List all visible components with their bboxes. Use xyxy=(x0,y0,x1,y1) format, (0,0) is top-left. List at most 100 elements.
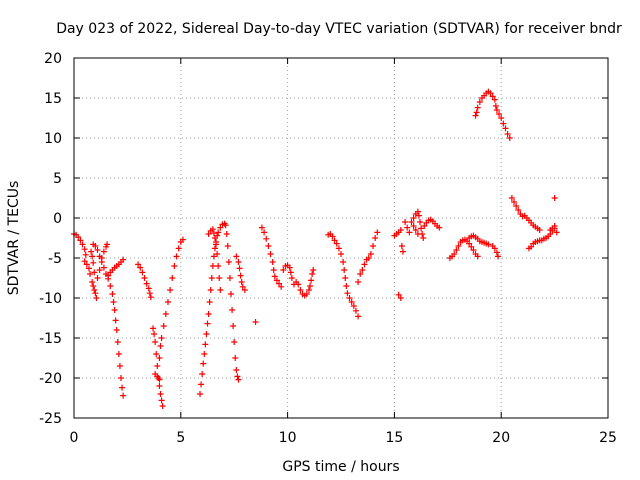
y-axis-label: SDTVAR / TECUs xyxy=(6,181,22,296)
data-point-marker xyxy=(410,223,417,229)
data-point-marker xyxy=(265,243,272,249)
data-point-marker xyxy=(494,253,501,260)
data-point-marker xyxy=(341,267,348,273)
data-point-marker xyxy=(83,261,90,268)
data-point-marker xyxy=(201,351,208,357)
data-point-marker xyxy=(92,243,99,249)
data-point-marker xyxy=(287,269,294,276)
data-point-marker xyxy=(200,360,207,367)
data-point-marker xyxy=(474,253,481,260)
data-point-marker xyxy=(263,235,270,242)
data-point-marker xyxy=(286,264,293,271)
data-point-marker xyxy=(211,245,218,252)
data-point-marker xyxy=(346,295,353,301)
x-tick-label: 0 xyxy=(70,430,79,446)
data-point-marker xyxy=(82,251,89,258)
data-point-marker xyxy=(199,371,206,377)
data-point-marker xyxy=(397,227,404,233)
data-point-marker xyxy=(145,285,152,292)
plot-frame xyxy=(73,57,609,419)
data-point-marker xyxy=(113,327,120,333)
y-tick-label: -20 xyxy=(39,371,62,387)
data-point-marker xyxy=(153,351,160,357)
data-point-marker xyxy=(116,363,123,369)
data-point-marker xyxy=(226,275,233,281)
chart-title: Day 023 of 2022, Sidereal Day-to-day VTE… xyxy=(56,21,622,37)
data-point-marker xyxy=(370,243,377,249)
data-point-marker xyxy=(91,269,98,276)
data-point-marker xyxy=(506,135,513,141)
data-point-marker xyxy=(273,277,280,284)
grid-lines xyxy=(74,58,608,418)
data-point-marker xyxy=(210,253,217,260)
data-point-marker xyxy=(105,272,112,279)
data-point-marker xyxy=(164,299,171,305)
data-point-marker xyxy=(498,115,505,121)
data-point-marker xyxy=(350,303,357,309)
data-point-marker xyxy=(502,125,509,132)
data-point-marker xyxy=(303,291,310,297)
y-tick-label: 15 xyxy=(44,91,62,107)
data-point-marker xyxy=(79,241,86,248)
data-point-marker xyxy=(513,203,520,209)
data-point-marker xyxy=(338,251,344,257)
data-point-marker xyxy=(92,290,99,297)
data-point-marker xyxy=(493,249,500,256)
data-point-marker xyxy=(420,235,427,241)
data-point-marker xyxy=(355,279,362,285)
data-point-marker xyxy=(141,275,148,281)
data-point-marker xyxy=(276,280,283,287)
data-point-marker xyxy=(162,311,169,317)
data-point-marker xyxy=(202,341,209,348)
data-point-marker xyxy=(89,253,96,260)
data-point-marker xyxy=(229,307,236,313)
data-point-marker xyxy=(261,229,268,236)
y-tick-label: 10 xyxy=(44,131,62,147)
data-point-marker xyxy=(414,208,421,215)
data-point-marker xyxy=(496,111,503,117)
data-point-marker xyxy=(173,253,180,260)
data-point-marker xyxy=(232,355,239,361)
x-tick-label: 25 xyxy=(599,430,617,446)
data-point-marker xyxy=(91,287,98,293)
data-point-marker xyxy=(213,241,220,248)
data-point-marker xyxy=(511,199,518,205)
data-point-marker xyxy=(305,287,312,293)
data-point-marker xyxy=(156,355,163,361)
data-point-marker xyxy=(107,283,114,289)
x-tick-label: 15 xyxy=(385,430,403,446)
data-point-marker xyxy=(152,339,159,345)
data-point-marker xyxy=(222,222,229,229)
y-tick-label: 5 xyxy=(53,171,62,187)
data-point-marker xyxy=(159,403,166,409)
data-point-marker xyxy=(278,283,285,290)
y-tick-label: -25 xyxy=(39,411,62,427)
data-point-marker xyxy=(160,323,167,329)
data-point-marker xyxy=(451,251,458,257)
data-point-marker xyxy=(114,339,121,345)
data-point-marker xyxy=(137,264,144,271)
data-point-marker xyxy=(372,235,379,241)
data-point-marker xyxy=(98,255,105,261)
data-point-marker xyxy=(331,237,338,244)
data-point-marker xyxy=(365,255,372,261)
data-point-marker xyxy=(410,215,417,221)
data-point-marker xyxy=(171,263,178,269)
data-point-marker xyxy=(309,271,316,277)
data-point-marker xyxy=(198,381,205,388)
data-point-marker xyxy=(81,258,88,265)
x-tick-label: 10 xyxy=(279,430,297,446)
data-point-marker xyxy=(415,212,422,219)
data-point-marker xyxy=(474,104,481,111)
data-point-marker xyxy=(361,261,368,268)
data-point-marker xyxy=(179,236,186,243)
data-point-marker xyxy=(417,219,424,225)
data-point-marker xyxy=(94,275,101,281)
data-point-marker xyxy=(239,283,246,290)
data-point-marker xyxy=(85,265,92,272)
data-point-marker xyxy=(225,259,232,265)
data-point-marker xyxy=(89,279,96,285)
data-point-marker xyxy=(473,109,480,116)
data-point-marker xyxy=(209,263,216,269)
